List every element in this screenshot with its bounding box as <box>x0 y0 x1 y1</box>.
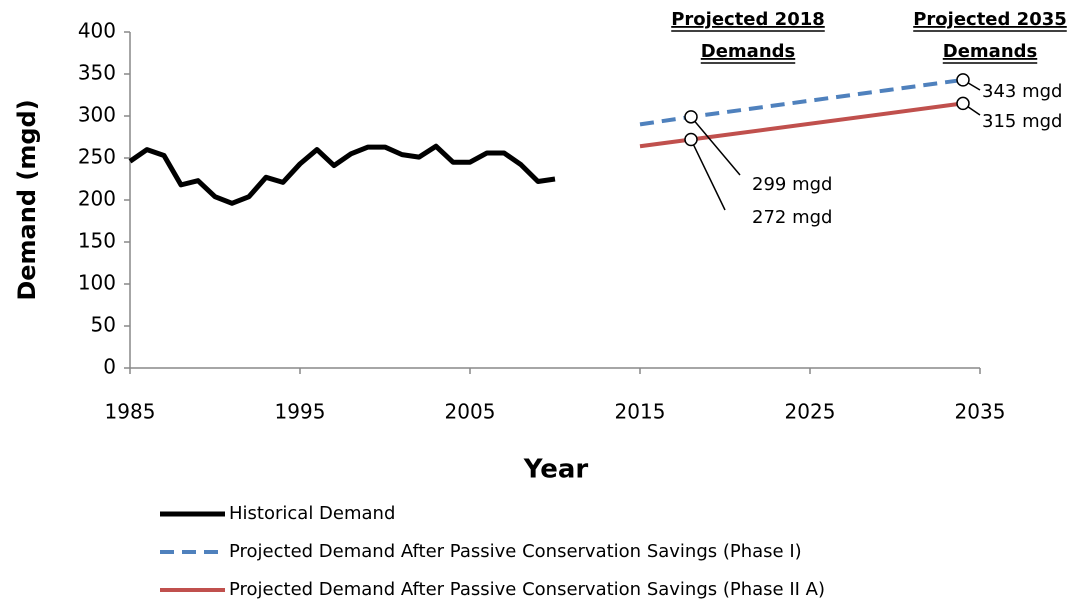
legend-label: Projected Demand After Passive Conservat… <box>229 579 825 600</box>
y-tick-label: 150 <box>78 229 116 253</box>
y-tick-label: 0 <box>103 355 116 379</box>
legend-label: Historical Demand <box>229 503 395 524</box>
y-tick-label: 300 <box>78 103 116 127</box>
x-tick-label: 2005 <box>445 400 496 424</box>
value-label: 299 mgd <box>752 174 832 195</box>
y-tick-label: 200 <box>78 187 116 211</box>
point-marker <box>956 96 970 111</box>
y-tick-label: 350 <box>78 61 116 85</box>
point-marker <box>684 110 698 124</box>
leader-line <box>690 116 741 176</box>
legend-label: Projected Demand After Passive Conservat… <box>229 541 802 562</box>
x-tick-label: 2035 <box>955 400 1006 424</box>
x-tick-label: 2025 <box>785 400 836 424</box>
value-label: 315 mgd <box>982 111 1062 132</box>
x-tick-label: 1995 <box>275 400 326 424</box>
x-tick-label: 1985 <box>105 400 156 424</box>
leader-line <box>690 139 726 211</box>
y-tick-label: 50 <box>91 313 116 337</box>
x-axis-title: Year <box>523 455 589 485</box>
annotation: Demands <box>943 41 1037 62</box>
x-tick-label: 2015 <box>615 400 666 424</box>
point-marker <box>956 73 970 87</box>
y-tick-label: 250 <box>78 145 116 169</box>
value-label: 272 mgd <box>752 207 832 228</box>
annotation: Demands <box>701 41 795 62</box>
series-line <box>128 143 556 206</box>
value-label: 343 mgd <box>982 81 1062 102</box>
annotation: Projected 2018 <box>671 9 825 30</box>
annotation: Projected 2035 <box>913 9 1067 30</box>
y-tick-label: 400 <box>78 19 116 43</box>
y-axis-title: Demand (mgd) <box>13 99 41 300</box>
point-marker <box>684 132 698 147</box>
y-tick-label: 100 <box>78 271 116 295</box>
